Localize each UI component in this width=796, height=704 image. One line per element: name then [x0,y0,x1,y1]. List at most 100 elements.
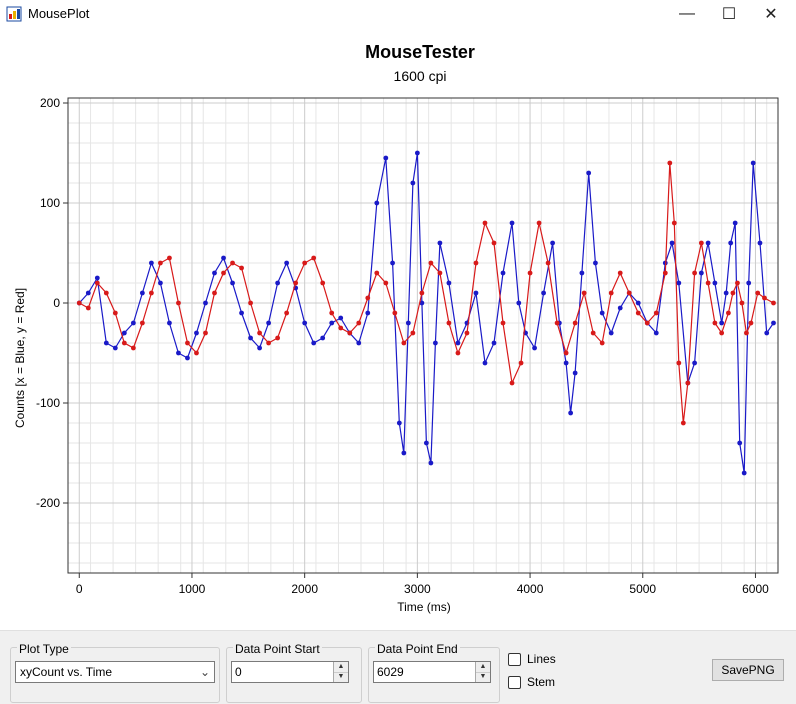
data-point [239,310,244,316]
data-point [139,320,145,326]
stem-checkbox[interactable]: Stem [508,674,588,690]
data-start-input[interactable]: 0 ▲ ▼ [231,661,349,683]
chart-title: MouseTester [365,42,475,62]
data-point [302,260,308,266]
data-start-label: Data Point Start [233,642,322,656]
data-point [719,330,725,336]
data-point [685,380,691,386]
data-point [121,330,127,336]
minimize-button[interactable]: — [664,0,710,28]
data-point [203,300,208,306]
data-end-group: Data Point End 6029 ▲ ▼ [368,642,500,703]
chevron-down-icon: ⌄ [199,665,210,679]
data-end-spinner[interactable]: ▲ ▼ [475,662,490,682]
data-point [284,260,290,266]
data-point [390,260,395,266]
x-axis-label: Time (ms) [397,600,451,614]
data-point [509,380,515,386]
title-bar: MousePlot — ☐ ✕ [0,0,796,28]
data-point [516,300,522,306]
data-point [676,360,682,366]
data-point [329,310,335,316]
data-point [446,280,452,286]
x-tick-label: 4000 [517,582,544,596]
data-point [746,280,752,286]
plot-type-select[interactable]: xyCount vs. Time ⌄ [15,661,215,683]
data-point [437,270,443,276]
data-start-spinner[interactable]: ▲ ▼ [333,662,348,682]
data-point [320,280,326,286]
data-point [203,330,208,336]
data-point [491,240,497,246]
lines-checkbox[interactable]: Lines [508,651,588,667]
checkbox-icon [508,652,521,666]
data-point [347,330,353,336]
data-point [320,335,326,341]
data-point [428,260,434,266]
data-point [212,270,217,276]
data-point [545,260,551,266]
data-point [239,265,244,271]
data-point [464,330,470,336]
spin-down-icon[interactable]: ▼ [337,673,345,680]
maximize-icon: ☐ [721,6,737,23]
data-point [671,220,677,226]
data-point [414,150,420,156]
maximize-button[interactable]: ☐ [706,0,752,28]
data-point [719,320,725,326]
data-point [635,310,641,316]
data-point [401,340,407,346]
data-point [723,290,729,296]
data-point [735,280,740,286]
data-point [356,340,362,346]
data-point [365,295,371,301]
data-point [275,335,281,341]
y-tick-label: -100 [36,396,60,410]
data-point [401,450,407,456]
data-point [608,330,614,336]
data-point [732,220,738,226]
data-point [432,340,438,346]
data-point [750,160,756,166]
data-point [112,345,118,351]
close-button[interactable]: ✕ [748,0,794,28]
data-point [599,340,605,346]
spin-up-icon[interactable]: ▲ [476,662,490,673]
data-point [473,260,479,266]
data-point [176,300,181,306]
data-point [762,295,767,301]
data-point [712,280,718,286]
data-point [356,320,362,326]
y-tick-label: 0 [53,296,60,310]
spin-up-icon[interactable]: ▲ [334,662,348,673]
x-tick-label: 5000 [629,582,656,596]
data-point [662,270,668,276]
data-point [392,310,398,316]
data-point [563,350,569,356]
data-end-input[interactable]: 6029 ▲ ▼ [373,661,491,683]
data-point [257,330,262,336]
minimize-icon: — [679,5,695,22]
spin-down-icon[interactable]: ▼ [479,673,487,680]
data-point [455,350,461,356]
y-tick-label: -200 [36,496,60,510]
data-point [221,255,226,261]
y-tick-label: 200 [40,96,60,110]
data-point [85,305,91,311]
data-point [500,320,506,326]
data-point [581,290,587,296]
save-png-button[interactable]: SavePNG [712,659,784,681]
data-point [712,320,718,326]
data-start-group: Data Point Start 0 ▲ ▼ [226,642,362,703]
data-point [771,300,776,306]
data-point [644,320,650,326]
y-axis-label: Counts [x = Blue, y = Red] [13,288,27,428]
data-end-label: Data Point End [375,642,460,656]
axes: 0 1000 2000 3000 4000 5000 6000 -200 -100 0 100 200 [36,96,779,596]
data-point [410,330,416,336]
plot-type-value: xyCount vs. Time [20,665,113,679]
data-point [482,220,488,226]
data-point [248,335,253,341]
data-point [257,345,262,351]
data-point [374,200,380,206]
